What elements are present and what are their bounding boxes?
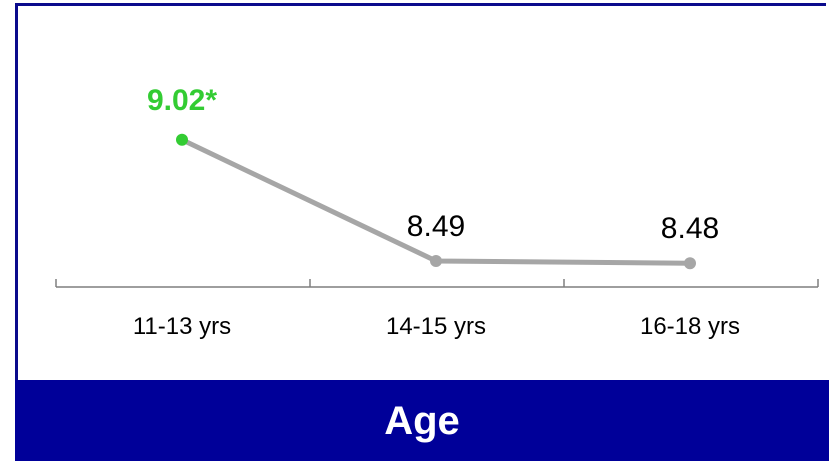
- data-point-16-18 yrs: [684, 257, 696, 270]
- data-label-14-15 yrs: 8.49: [407, 210, 465, 243]
- x-tick-label-11-13 yrs: 11-13 yrs: [133, 313, 231, 340]
- line-chart: 9.02* 11-13 yrs 8.49 14-15 yrs 8.48 16-18 yrs: [55, 84, 819, 340]
- x-axis-title: Age: [384, 398, 460, 443]
- series-line: [180, 137, 691, 266]
- data-label-11-13 yrs: 9.02*: [147, 84, 217, 117]
- data-point-14-15 yrs: [430, 254, 442, 267]
- x-tick-label-16-18 yrs: 16-18 yrs: [640, 313, 740, 340]
- data-label-16-18 yrs: 8.48: [661, 212, 719, 245]
- x-tick-label-14-15 yrs: 14-15 yrs: [386, 313, 486, 340]
- x-axis-title-band: Age: [15, 380, 829, 461]
- data-point-11-13 yrs: [176, 133, 188, 146]
